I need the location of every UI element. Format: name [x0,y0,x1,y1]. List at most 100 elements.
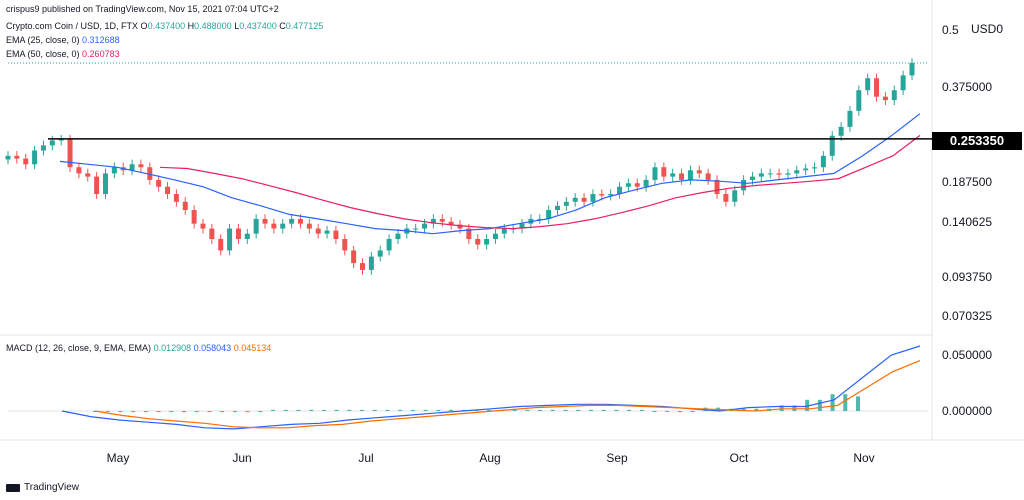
macd-histogram-bar [169,411,174,413]
macd-histogram-bar [309,409,314,411]
ohlc-h-label: H [187,21,195,31]
macd-histogram-bar [817,399,822,411]
candle-body [891,90,897,101]
candle-body [368,256,374,270]
candle-body [173,194,179,202]
macd-histogram-bar [639,409,644,411]
macd-histogram-bar [436,409,441,411]
x-tick-jul: Jul [358,451,374,465]
candle-body [519,223,525,229]
candle-body [227,228,233,251]
candle-body [448,221,454,225]
candle-body [58,139,64,141]
candle-body [572,197,578,202]
candle-body [705,173,711,180]
candle-body [280,223,286,229]
ema50-value: 0.260783 [82,49,120,59]
candle-body [617,186,623,195]
x-tick-sep: Sep [606,451,628,465]
candle-body [67,139,73,168]
footer-brand-text: TradingView [24,482,80,493]
macd-histogram-bar [843,394,848,411]
macd-tick: 0.000000 [942,404,993,418]
candle-body [794,170,800,174]
candle-body [147,167,153,180]
candle-body [634,183,640,187]
ema25-line [59,113,921,235]
macd-histogram-bar [652,411,657,412]
macd-histogram-bar [449,409,454,411]
candle-body [501,228,507,234]
candle-body [900,75,906,91]
candle-body [218,238,224,251]
ema25-label: EMA (25, close, 0) [6,35,80,45]
price-tick: 0.093750 [942,270,993,284]
candle-body [262,218,268,224]
candle-body [554,205,560,211]
candle-body [723,194,729,202]
ohlc-c-value: 0.477125 [285,21,324,31]
candle-body [608,194,614,196]
candle-body [714,179,720,195]
macd-histogram-bar [512,409,517,411]
candle-body [679,173,685,180]
candle-body [812,167,818,169]
candle-body [5,155,11,160]
candle-body [200,223,206,229]
macd-histogram-bar [423,409,428,411]
candle-body [767,173,773,175]
candle-body [102,173,108,195]
price-tick: 0.140625 [942,215,993,229]
candle-body [40,145,46,151]
candle-body [546,210,552,219]
macd-signal-value: 0.045134 [233,343,272,353]
currency-label[interactable]: USD0 [968,22,1007,36]
macd-histogram-bar [143,411,148,413]
candle-body [758,173,764,177]
ema25-value: 0.312688 [82,35,120,45]
price-tick-top: 0.5 [942,23,959,37]
candle-body [696,170,702,174]
macd-histogram-bar [563,409,568,411]
candle-body [466,228,472,239]
macd-histogram-bar [182,411,187,413]
macd-histogram-bar [118,411,123,413]
ema25-legend[interactable]: EMA (25, close, 0) 0.312688 [6,35,120,45]
publisher-text: crispus9 published on TradingView.com, N… [6,4,279,14]
macd-histogram-bar [690,411,695,413]
macd-histogram-bar [677,411,682,413]
macd-histogram-bar [525,409,530,411]
macd-histogram-bar [131,411,136,413]
macd-legend[interactable]: MACD (12, 26, close, 9, EMA, EMA) 0.0129… [6,343,271,353]
candle-body [94,176,100,195]
candle-body [847,110,853,127]
macd-histogram-bar [334,409,339,411]
candle-body [324,230,330,234]
candle-body [882,96,888,101]
publisher-line: crispus9 published on TradingView.com, N… [6,4,279,14]
macd-histogram-bar [741,408,746,411]
candle-body [253,218,259,234]
candle-body [244,233,250,239]
candle-body [235,228,241,239]
candle-body [422,223,428,229]
macd-histogram-bar [856,396,860,411]
macd-histogram-bar [398,409,403,411]
candle-body [129,164,135,171]
ema50-legend[interactable]: EMA (50, close, 0) 0.260783 [6,49,120,59]
candle-body [625,183,631,187]
candle-body [32,150,38,165]
macd-histogram-bar [360,409,365,411]
macd-histogram-bar [550,409,555,411]
candle-body [838,126,844,136]
footer-brand[interactable]: TradingView [6,482,79,493]
x-tick-aug: Aug [479,451,501,465]
candle-body [803,168,809,171]
candle-body [289,218,295,224]
price-tick-top-partial: 0 [996,22,1004,36]
candle-body [829,135,835,156]
level-price-tag[interactable]: 0.253350 [932,132,1022,150]
price-tick: 0.375000 [942,80,993,94]
candle-body [537,218,543,220]
